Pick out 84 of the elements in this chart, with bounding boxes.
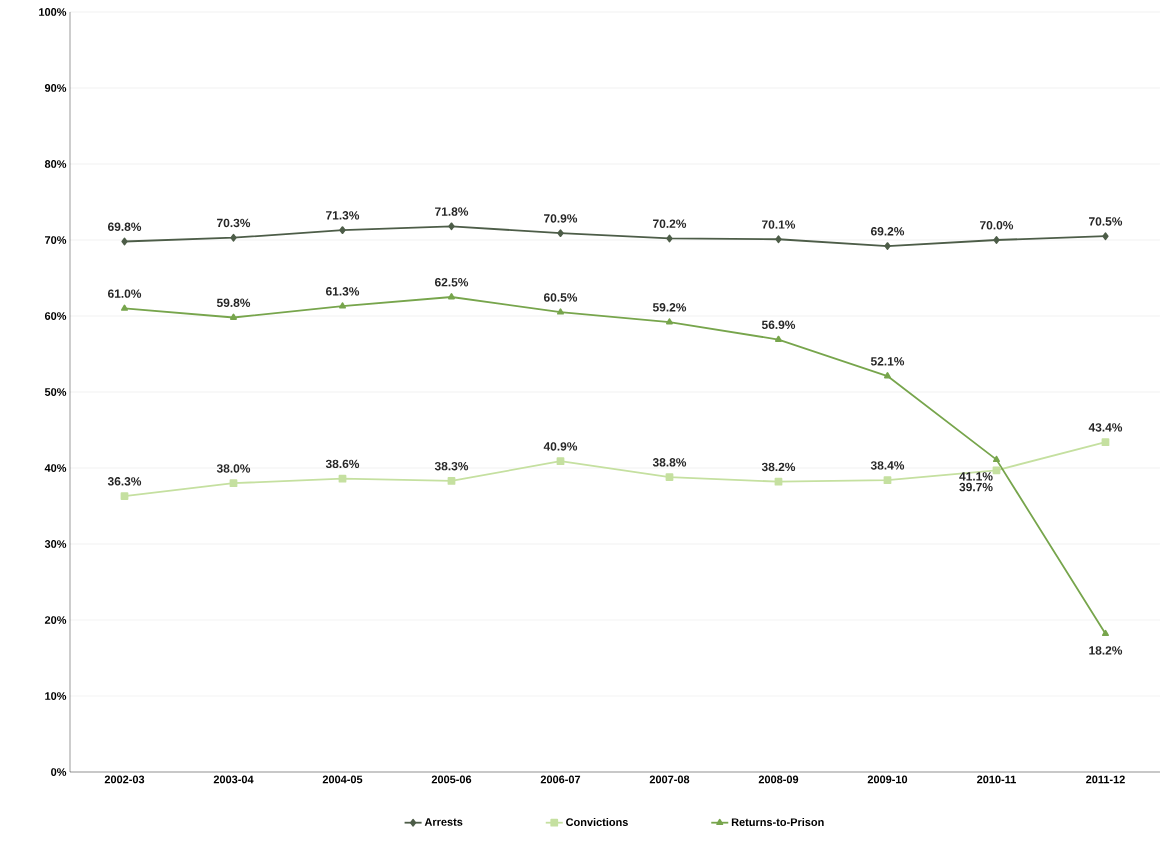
- data-label: 43.4%: [1088, 423, 1123, 432]
- data-label: 70.1%: [762, 220, 796, 229]
- y-tick-label: 40%: [44, 464, 67, 472]
- data-label: 38.0%: [216, 464, 251, 473]
- data-label: 69.8%: [107, 222, 142, 231]
- y-tick-label: 60%: [44, 312, 67, 320]
- x-tick-label: 2008-09: [758, 775, 799, 784]
- point: [339, 226, 346, 234]
- point: [338, 474, 347, 483]
- legend-label: Arrests: [424, 818, 463, 826]
- data-label: 38.3%: [434, 461, 469, 471]
- data-label: 70.9%: [544, 214, 578, 223]
- point: [230, 313, 237, 320]
- point: [448, 222, 455, 231]
- y-tick-label: 0%: [51, 768, 67, 776]
- point: [993, 236, 1000, 244]
- data-label: 38.6%: [325, 459, 360, 469]
- point: [121, 304, 128, 311]
- x-tick-label: 2011-12: [1086, 775, 1125, 784]
- point: [230, 233, 237, 242]
- data-label: 59.8%: [216, 298, 251, 307]
- data-label: 62.5%: [434, 278, 469, 287]
- data-label: 70.3%: [217, 218, 251, 228]
- point: [1102, 232, 1109, 241]
- data-label: 38.2%: [761, 462, 796, 472]
- x-tick-label: 2003-04: [213, 775, 254, 784]
- point: [665, 473, 674, 482]
- data-label: 61.0%: [107, 289, 142, 298]
- data-label: 52.1%: [870, 357, 905, 366]
- y-tick-label: 10%: [45, 692, 67, 700]
- data-label: 41.1%: [959, 472, 993, 481]
- point: [120, 492, 129, 501]
- x-tick-label: 2004-05: [322, 775, 363, 784]
- data-label: 36.3%: [107, 477, 142, 486]
- point: [666, 234, 673, 243]
- data-label: 71.8%: [435, 207, 469, 216]
- point: [1101, 629, 1109, 637]
- data-label: 71.3%: [326, 211, 360, 220]
- point: [774, 477, 783, 486]
- point: [339, 302, 346, 309]
- data-label: 59.2%: [652, 303, 687, 312]
- data-label: 70.0%: [980, 221, 1014, 230]
- x-tick-label: 2009-10: [867, 775, 908, 784]
- point: [1101, 438, 1110, 447]
- point: [883, 476, 892, 485]
- point: [884, 372, 891, 379]
- data-label: 70.2%: [653, 219, 687, 228]
- point: [884, 242, 891, 250]
- data-label: 69.2%: [870, 227, 905, 236]
- point: [447, 477, 456, 485]
- legend-label: Convictions: [566, 817, 628, 827]
- y-tick-label: 20%: [44, 616, 67, 624]
- legend-label: Returns-to-Prison: [731, 817, 824, 827]
- data-label: 61.3%: [325, 287, 360, 296]
- y-tick-label: 80%: [44, 160, 67, 168]
- x-tick-label: 2007-08: [649, 775, 690, 784]
- y-tick-label: 70%: [45, 236, 67, 244]
- point: [229, 479, 238, 488]
- point: [992, 455, 1000, 463]
- point: [121, 237, 128, 246]
- point: [448, 293, 455, 300]
- data-label: 38.4%: [870, 461, 905, 470]
- data-label: 40.9%: [543, 442, 578, 451]
- point: [556, 457, 565, 466]
- point: [557, 229, 564, 238]
- x-tick-label: 2010-11: [977, 775, 1016, 784]
- point: [557, 308, 564, 315]
- point: [666, 318, 673, 325]
- x-tick-label: 2006-07: [540, 775, 581, 784]
- data-label: 18.2%: [1089, 646, 1123, 655]
- data-label: 60.5%: [543, 293, 578, 302]
- data-label: 38.8%: [652, 458, 687, 467]
- data-label: 70.5%: [1089, 217, 1123, 226]
- x-tick-label: 2002-03: [104, 775, 145, 784]
- data-label: 56.9%: [761, 320, 796, 330]
- point: [775, 235, 782, 244]
- y-tick-label: 90%: [44, 84, 67, 92]
- y-tick-label: 30%: [44, 540, 67, 548]
- point: [775, 335, 782, 342]
- y-tick-label: 50%: [44, 388, 67, 396]
- data-label: 39.7%: [959, 482, 993, 492]
- y-tick-label: 100%: [39, 8, 67, 16]
- point: [992, 466, 1001, 475]
- x-tick-label: 2005-06: [431, 775, 472, 784]
